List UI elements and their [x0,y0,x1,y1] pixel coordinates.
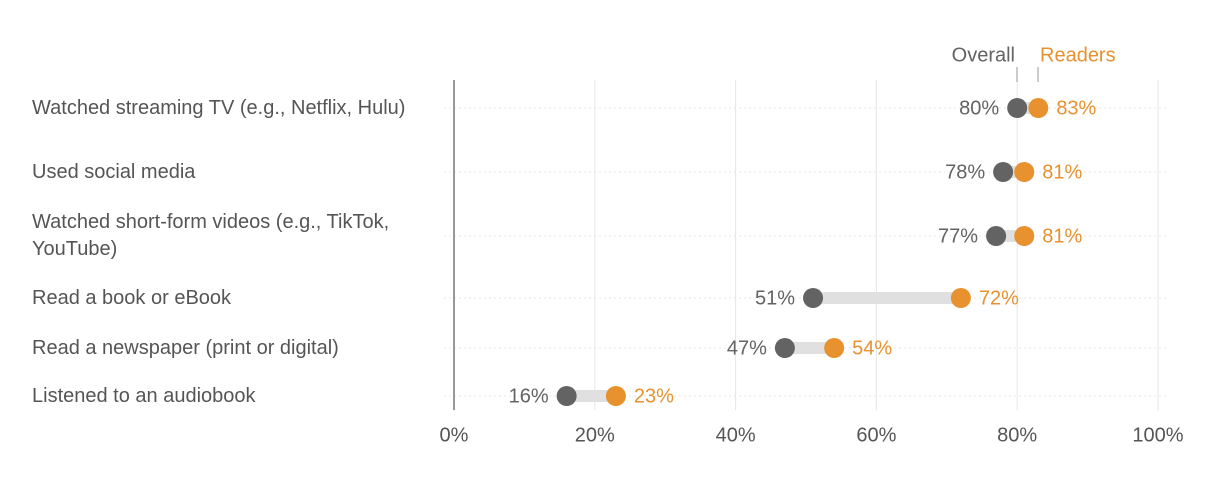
value-label: 51% [755,287,795,309]
x-tick-label: 60% [856,424,896,446]
overall-dot [1007,98,1028,118]
value-label: 83% [1056,97,1096,119]
legend-label: Overall [952,44,1015,66]
x-tick-label: 0% [440,424,469,446]
value-label: 72% [979,287,1019,309]
overall-dot [803,288,824,308]
overall-dot [986,226,1007,246]
readers-dot [605,386,626,406]
category-label: Used social media [32,160,196,183]
category-label: Read a book or eBook [32,286,232,309]
readers-dot [950,288,971,308]
legend-label: Readers [1040,44,1116,66]
x-tick-label: 80% [997,424,1037,446]
value-label: 81% [1042,225,1082,247]
value-label: 47% [727,337,767,359]
category-label: Read a newspaper (print or digital) [32,336,339,359]
overall-dot [556,386,577,406]
category-label: Watched streaming TV (e.g., Netflix, Hul… [32,96,406,119]
readers-dot [1028,98,1049,118]
readers-dot [824,338,845,358]
readers-dot [1014,226,1035,246]
overall-dot [774,338,795,358]
readers-dot [1014,162,1035,182]
x-tick-label: 100% [1132,424,1183,446]
value-label: 16% [509,385,549,407]
value-label: 77% [938,225,978,247]
value-label: 54% [852,337,892,359]
category-label: Watched short-form videos (e.g., TikTok,… [32,211,390,260]
value-label: 78% [945,161,985,183]
value-label: 23% [634,385,674,407]
x-tick-label: 40% [716,424,756,446]
value-label: 81% [1042,161,1082,183]
category-label: Listened to an audiobook [32,384,256,407]
value-label: 80% [959,97,999,119]
overall-dot [993,162,1014,182]
x-tick-label: 20% [575,424,615,446]
